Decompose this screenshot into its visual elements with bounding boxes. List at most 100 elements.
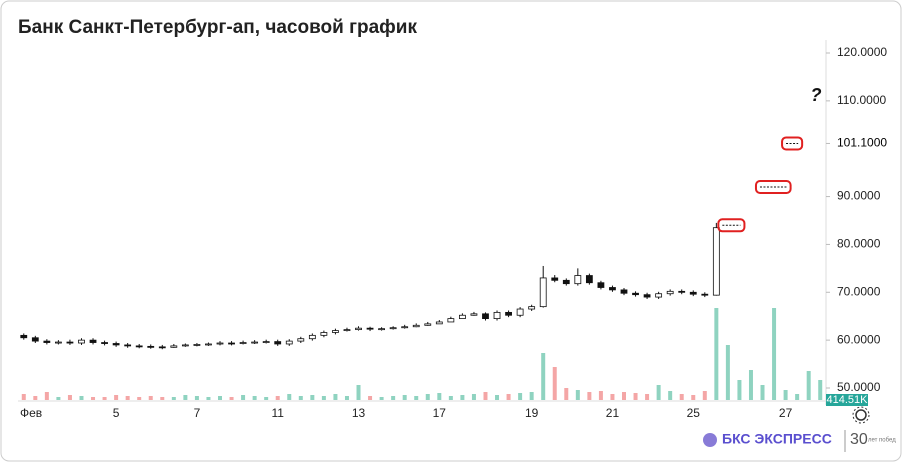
candle-body bbox=[620, 289, 628, 294]
candle-body bbox=[181, 344, 189, 347]
y-tick-label: 101.1000 bbox=[837, 136, 887, 150]
candle-body bbox=[228, 342, 235, 345]
volume-bar bbox=[44, 392, 49, 400]
level-box bbox=[717, 218, 746, 233]
candle-body bbox=[89, 339, 97, 343]
candle-body bbox=[332, 330, 339, 333]
volume-bar bbox=[206, 397, 211, 400]
volume-bar bbox=[79, 396, 84, 400]
candle-body bbox=[262, 341, 270, 343]
volume-bar bbox=[310, 395, 315, 400]
question-mark: ? bbox=[811, 85, 822, 105]
x-tick-label: 21 bbox=[606, 406, 620, 420]
candle-body bbox=[158, 346, 166, 349]
x-tick-label: 5 bbox=[113, 406, 120, 420]
candle-body bbox=[355, 327, 362, 331]
y-tick-label: 70.0000 bbox=[837, 284, 881, 298]
chart-title: Банк Санкт-Петербург-ап, часовой график bbox=[18, 17, 417, 38]
candle-body bbox=[609, 287, 616, 291]
candle-body bbox=[597, 282, 605, 288]
volume-bar bbox=[748, 370, 753, 400]
volume-bar bbox=[218, 396, 222, 400]
volume-bar bbox=[645, 394, 650, 400]
candle-body bbox=[147, 345, 155, 348]
volume-bar bbox=[483, 392, 488, 400]
volume-bar bbox=[241, 395, 246, 400]
volume-bar bbox=[795, 394, 800, 400]
volume-bar bbox=[344, 396, 349, 400]
candle-body bbox=[505, 311, 512, 316]
volume-bar bbox=[691, 395, 696, 400]
candle-body bbox=[401, 326, 409, 329]
x-tick-label: 11 bbox=[271, 406, 284, 420]
volume-bar bbox=[518, 393, 523, 400]
volume-bar bbox=[137, 397, 142, 400]
y-tick-label: 110.0000 bbox=[837, 93, 886, 107]
volume-bar bbox=[391, 396, 396, 400]
candle-body bbox=[655, 293, 663, 298]
volume-bar bbox=[368, 396, 373, 400]
candle-body bbox=[366, 327, 374, 330]
candle-body bbox=[632, 292, 639, 296]
volume-bar bbox=[564, 388, 569, 400]
volume-bar bbox=[783, 390, 788, 400]
candle-body bbox=[516, 308, 524, 316]
volume-label: 414.51K bbox=[827, 394, 869, 406]
volume-bar bbox=[414, 396, 419, 400]
candle-body bbox=[701, 293, 709, 296]
candle-body bbox=[412, 324, 420, 328]
volume-bar bbox=[575, 390, 580, 400]
candle-body bbox=[643, 294, 651, 298]
volume-bar bbox=[264, 397, 269, 400]
volume-bar bbox=[760, 385, 765, 400]
x-tick-label: 19 bbox=[525, 406, 539, 420]
volume-bar bbox=[818, 380, 823, 400]
volume-bar bbox=[471, 394, 476, 400]
candle-body bbox=[239, 342, 247, 344]
candle-body bbox=[66, 341, 74, 344]
x-tick-label: Фев bbox=[20, 406, 42, 420]
candle-body bbox=[308, 334, 316, 340]
x-tick-label: 25 bbox=[687, 406, 701, 420]
candle-body bbox=[193, 344, 201, 346]
volume-bar bbox=[679, 394, 684, 400]
x-tick-label: 7 bbox=[194, 406, 201, 420]
volume-bar bbox=[725, 345, 730, 400]
volume-bar bbox=[806, 371, 811, 400]
volume-bar bbox=[598, 391, 603, 400]
candle-body bbox=[712, 227, 720, 296]
candle-body bbox=[689, 291, 697, 295]
volume-bar bbox=[298, 396, 303, 400]
volume-bar bbox=[552, 367, 557, 400]
candle-body bbox=[470, 313, 478, 316]
settings-icon[interactable] bbox=[852, 406, 870, 424]
volume-bar bbox=[448, 396, 453, 400]
volume-bar bbox=[610, 394, 615, 400]
candle-body bbox=[297, 338, 305, 342]
candle-body bbox=[135, 345, 143, 348]
logo: БКС ЭКСПРЕСС 30 лет побед bbox=[703, 430, 896, 452]
volume-bar bbox=[91, 397, 96, 400]
volume-bar bbox=[229, 397, 234, 400]
y-tick-label: 60.0000 bbox=[837, 332, 881, 346]
candle-body bbox=[170, 345, 178, 348]
candle-body bbox=[43, 340, 51, 343]
volume-bar bbox=[275, 396, 280, 400]
volume-bar bbox=[622, 392, 626, 400]
volume-bar bbox=[148, 396, 153, 400]
volume-bar bbox=[437, 393, 442, 400]
volume-bar bbox=[541, 353, 546, 400]
candle-body bbox=[539, 277, 547, 308]
candle-body bbox=[435, 321, 443, 325]
volume-bar bbox=[33, 396, 38, 400]
volume-bar bbox=[252, 396, 257, 400]
candle-body bbox=[78, 339, 85, 344]
volume-bar bbox=[460, 395, 465, 400]
volume-bar bbox=[114, 395, 119, 400]
volume-bar bbox=[160, 397, 165, 400]
candle-body bbox=[666, 290, 674, 295]
volume-bar bbox=[656, 385, 661, 400]
